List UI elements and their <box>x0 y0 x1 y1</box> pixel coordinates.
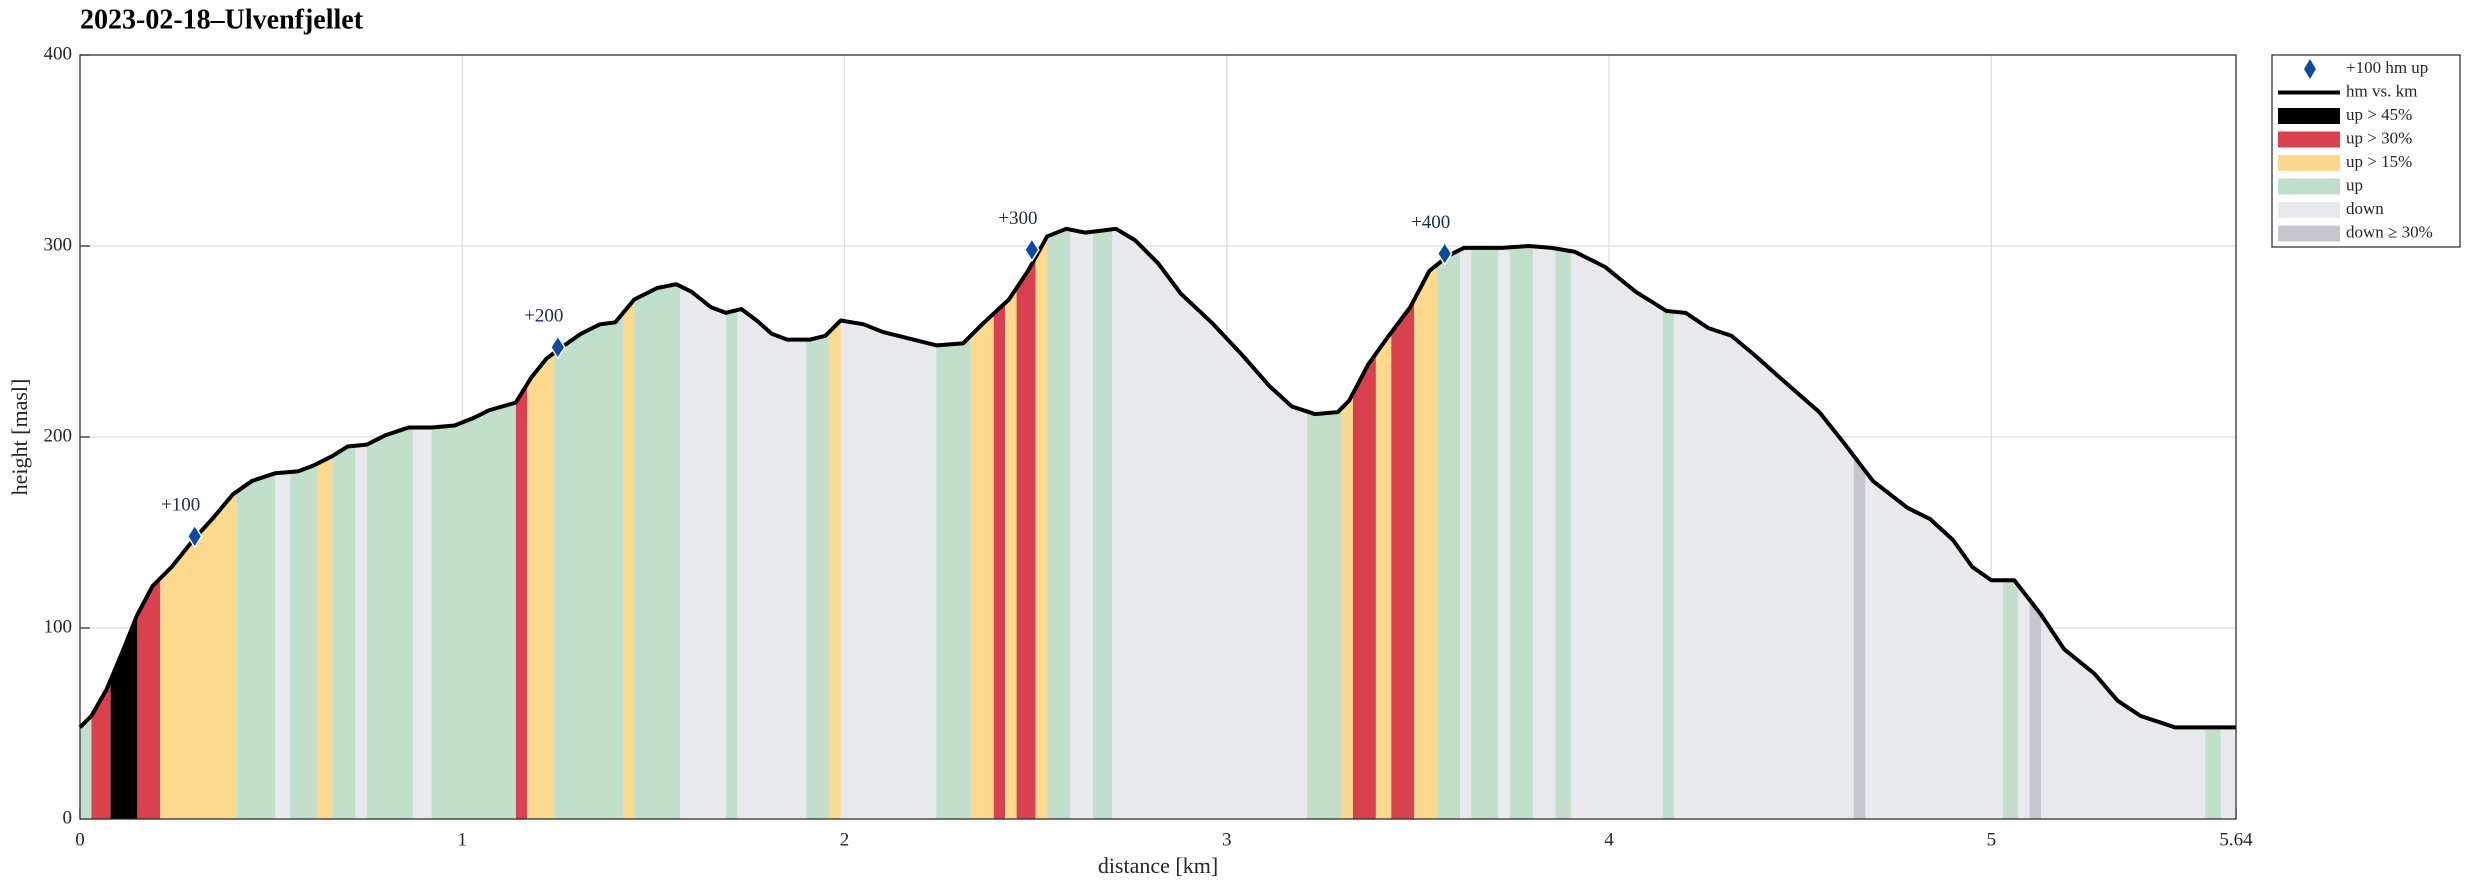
legend-swatch <box>2278 131 2340 148</box>
band <box>634 228 681 819</box>
legend-label: up <box>2346 175 2363 194</box>
band <box>726 228 738 819</box>
legend-marker <box>2304 59 2316 79</box>
band <box>1341 228 1353 819</box>
band <box>936 228 971 819</box>
marker-label: +300 <box>998 208 1037 229</box>
x-tick-label: 2 <box>840 829 850 850</box>
profile-line <box>78 226 2236 730</box>
band <box>970 228 994 819</box>
y-tick-label: 0 <box>63 807 73 828</box>
legend-swatch <box>2278 178 2340 195</box>
x-tick-label: 5.64 <box>2219 829 2253 850</box>
band <box>1093 228 1113 819</box>
legend-swatch <box>2278 108 2340 124</box>
band <box>622 228 635 819</box>
band <box>806 228 830 819</box>
legend-swatch <box>2278 155 2340 171</box>
legend-swatch <box>2278 225 2340 242</box>
band <box>1555 228 1571 819</box>
band <box>1662 228 1675 819</box>
y-tick-label: 100 <box>44 616 73 637</box>
band <box>1035 228 1048 819</box>
marker-label: +200 <box>524 306 563 327</box>
marker-label: +400 <box>1411 212 1450 233</box>
band <box>1853 228 1866 819</box>
band <box>527 228 555 819</box>
x-tick-label: 1 <box>458 829 468 850</box>
x-tick-label: 4 <box>1604 829 1614 850</box>
x-axis-label: distance [km] <box>1098 853 1218 878</box>
x-tick-label: 0 <box>75 829 85 850</box>
chart-title: 2023-02-18–Ulvenfjellet <box>80 4 364 35</box>
marker <box>1023 237 1040 263</box>
band <box>829 228 841 819</box>
band <box>1391 228 1415 819</box>
x-tick-label: 3 <box>1222 829 1232 850</box>
axes-box <box>79 54 2237 820</box>
band <box>1352 228 1376 819</box>
y-tick-label: 300 <box>44 234 73 255</box>
legend-label: down ≥ 30% <box>2346 222 2433 241</box>
band <box>515 228 528 819</box>
legend-label: up > 15% <box>2346 152 2412 171</box>
band <box>1047 228 1071 819</box>
marker <box>549 334 566 360</box>
y-tick-label: 200 <box>44 425 73 446</box>
x-tick-label: 5 <box>1987 829 1997 850</box>
marker-label: +100 <box>161 495 200 516</box>
band <box>1437 228 1460 819</box>
legend-label: down <box>2346 199 2384 218</box>
band <box>1307 228 1342 819</box>
legend-label: +100 hm up <box>2346 58 2428 77</box>
y-tick-label: 400 <box>44 43 73 64</box>
band <box>431 228 516 819</box>
marker <box>186 523 203 549</box>
band <box>1375 228 1392 819</box>
y-axis-label: height [masl] <box>7 379 32 496</box>
legend-label: hm vs. km <box>2346 81 2417 100</box>
band <box>1471 228 1499 819</box>
band <box>1016 228 1036 819</box>
legend-swatch <box>2278 202 2340 218</box>
marker <box>1436 241 1453 267</box>
legend-label: up > 30% <box>2346 128 2412 147</box>
band <box>993 228 1006 819</box>
band <box>554 228 623 819</box>
legend-label: up > 45% <box>2346 105 2412 124</box>
band <box>1509 228 1533 819</box>
band <box>1414 228 1438 819</box>
band <box>1005 228 1017 819</box>
